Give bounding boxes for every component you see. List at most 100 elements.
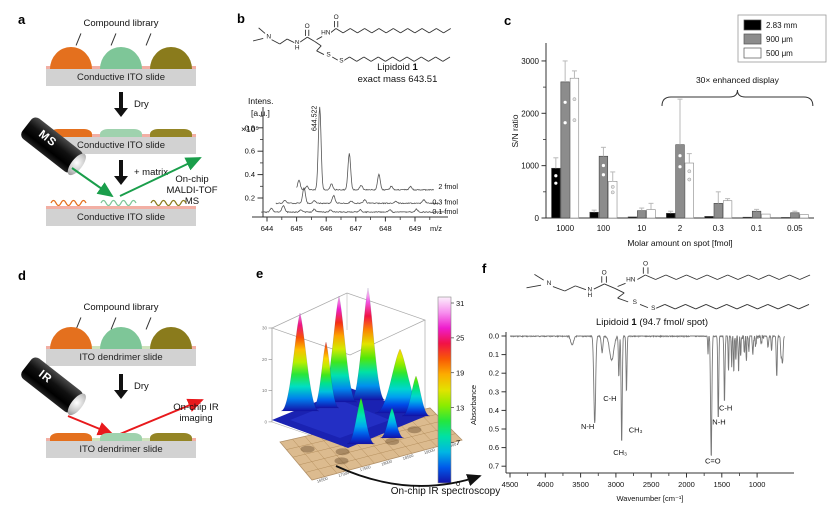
svg-text:649: 649 <box>409 224 422 233</box>
svg-text:S: S <box>339 58 344 65</box>
pointer-slash <box>75 33 82 46</box>
molecule-name-number: 1 <box>412 62 418 73</box>
ito-slide-wet: Conductive ITO slide <box>46 47 196 86</box>
svg-text:2000: 2000 <box>678 480 695 489</box>
pointer-slash <box>110 33 117 46</box>
molecule-name-number: 1 <box>631 317 637 328</box>
svg-text:0.1 fmol: 0.1 fmol <box>432 207 458 216</box>
svg-text:648: 648 <box>379 224 392 233</box>
svg-text:2: 2 <box>678 224 683 233</box>
compound-spot-olive <box>150 47 192 69</box>
compound-spot-orange <box>50 47 92 69</box>
step-dry-label: Dry <box>134 99 149 110</box>
svg-text:0.3: 0.3 <box>489 387 499 396</box>
svg-text:16500: 16500 <box>316 475 329 483</box>
svg-text:0.05: 0.05 <box>787 224 803 233</box>
svg-text:0.7: 0.7 <box>489 462 499 471</box>
svg-text:30: 30 <box>262 326 268 331</box>
svg-text:CH₃: CH₃ <box>629 426 643 435</box>
down-arrow <box>114 160 128 185</box>
svg-text:30× enhanced display: 30× enhanced display <box>696 75 780 85</box>
svg-text:0.6: 0.6 <box>245 147 255 156</box>
svg-text:2 fmol: 2 fmol <box>438 182 458 191</box>
panel-e: e 30 20 10 0 16500 17000 17500 18000 18500 19000 1… <box>240 258 470 506</box>
molecule-name-suffix: (94.7 fmol/ spot) <box>636 317 708 328</box>
svg-text:13: 13 <box>456 403 464 412</box>
y-axis-label-au: [a.u.] <box>251 108 270 118</box>
svg-text:0: 0 <box>264 419 267 424</box>
down-arrow <box>114 92 128 117</box>
svg-text:H: H <box>588 292 593 299</box>
svg-text:O: O <box>305 23 310 30</box>
dried-spot-green <box>100 433 142 441</box>
maldi-spectrum-chart: 0.2 0.4 0.6 0.8 644 645 646 647 648 649 m/z 2 fmol 0… <box>245 106 459 233</box>
slide-coating <box>46 206 196 209</box>
dried-spot-olive <box>150 433 192 441</box>
panel-a-label: a <box>18 12 26 27</box>
svg-text:647: 647 <box>350 224 363 233</box>
compound-spot-green <box>100 327 142 349</box>
svg-text:Wavenumber [cm⁻¹]: Wavenumber [cm⁻¹] <box>616 494 683 503</box>
svg-text:644.522: 644.522 <box>312 106 319 131</box>
maldi-beam-arrows <box>71 157 202 198</box>
molecule-name-prefix: Lipidoid <box>377 62 413 73</box>
svg-text:C=O: C=O <box>705 456 721 465</box>
panel-f: f N N H O HN O S S Lipidoid 1 (94.7 fmol/ spot)… <box>462 255 830 508</box>
svg-text:0.4: 0.4 <box>489 406 499 415</box>
svg-text:0.5: 0.5 <box>489 425 499 434</box>
svg-text:S: S <box>326 51 331 58</box>
svg-text:2000: 2000 <box>521 109 539 118</box>
ito-slide-matrix: Conductive ITO slide <box>46 199 196 226</box>
svg-text:646: 646 <box>320 224 333 233</box>
svg-text:0.1: 0.1 <box>751 224 763 233</box>
compound-spot-olive <box>150 327 192 349</box>
ir-spectroscopy-caption: On-chip IR spectroscopy <box>390 486 501 497</box>
svg-text:N: N <box>295 40 300 47</box>
svg-text:O: O <box>643 260 648 267</box>
spectroscopy-pointer-arrow <box>335 465 482 487</box>
svg-text:N-H: N-H <box>712 417 725 426</box>
svg-text:1000: 1000 <box>749 480 766 489</box>
dried-spot-green <box>100 129 142 137</box>
svg-text:m/z: m/z <box>430 224 442 233</box>
svg-text:900 μm: 900 μm <box>766 35 793 44</box>
pointer-slash <box>145 317 152 330</box>
ir-surface-3d-plot: 3020100165001700017500180001850019000195… <box>262 287 464 488</box>
matrix-squiggle-orange <box>50 199 87 206</box>
svg-text:1500: 1500 <box>713 480 730 489</box>
svg-text:1000: 1000 <box>521 162 539 171</box>
svg-text:S: S <box>651 305 656 312</box>
svg-text:1000: 1000 <box>556 224 574 233</box>
dried-spot-orange <box>50 433 92 441</box>
slide-label: ITO dendrimer slide <box>46 349 196 366</box>
molecule-name: Lipidoid 1 exact mass 643.51 <box>335 62 460 86</box>
svg-text:O: O <box>602 269 607 276</box>
panel-b-label: b <box>237 11 245 26</box>
ito-slide-dried: Conductive ITO slide <box>46 129 196 154</box>
dendrimer-slide-dried: ITO dendrimer slide <box>46 433 196 458</box>
molecule-name: Lipidoid 1 (94.7 fmol/ spot) <box>552 317 752 328</box>
svg-text:N-H: N-H <box>581 422 594 431</box>
slide-label: Conductive ITO slide <box>46 137 196 154</box>
svg-text:4500: 4500 <box>502 480 519 489</box>
ir-beam-arrows <box>67 398 204 436</box>
svg-text:H: H <box>295 45 300 52</box>
compound-library-caption: Compound library <box>83 18 159 29</box>
slide-label: ITO dendrimer slide <box>46 441 196 458</box>
svg-text:19000: 19000 <box>423 447 436 455</box>
panel-d-label: d <box>18 268 26 283</box>
svg-text:4000: 4000 <box>537 480 554 489</box>
svg-text:Molar amount on spot [fmol]: Molar amount on spot [fmol] <box>627 238 732 248</box>
svg-text:7: 7 <box>456 438 460 447</box>
molecule-exact-mass: exact mass 643.51 <box>357 74 438 85</box>
svg-text:S: S <box>633 299 638 306</box>
dried-spot-orange <box>50 129 92 137</box>
pointer-slash <box>145 33 152 46</box>
svg-text:0.2: 0.2 <box>245 194 255 203</box>
panel-b: b N N H O HN O S S Lipidoid 1 exact mass 643.51… <box>235 5 460 253</box>
svg-text:C-H: C-H <box>719 403 732 412</box>
panel-c-label: c <box>504 13 512 28</box>
svg-text:10: 10 <box>637 224 646 233</box>
